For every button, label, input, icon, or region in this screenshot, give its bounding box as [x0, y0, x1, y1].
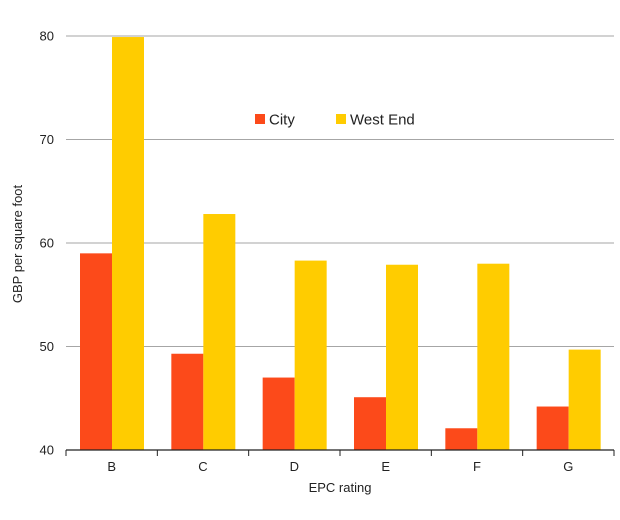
x-tick-label-f: F: [473, 459, 481, 474]
gridlines: [66, 35, 614, 347]
bar-city-g: [536, 406, 569, 450]
legend-label-west-end: West End: [350, 112, 415, 129]
x-tick-label-g: G: [563, 459, 573, 474]
axes: 40 50 60 70 80 B C D E F G: [40, 29, 615, 474]
bar-city-f: [445, 428, 478, 450]
y-tick-label-80: 80: [40, 29, 54, 44]
y-tick-label-70: 70: [40, 132, 54, 147]
x-tick-label-b: B: [107, 459, 116, 474]
x-tick-label-c: C: [198, 459, 207, 474]
bar-west-end-b: [112, 37, 144, 450]
x-tick-label-e: E: [381, 459, 390, 474]
bar-west-end-e: [386, 264, 418, 450]
x-tick-label-d: D: [290, 459, 299, 474]
legend-swatch-west-end: [336, 114, 346, 124]
legend-label-city: City: [269, 112, 295, 129]
y-axis-title: GBP per square foot: [10, 184, 25, 303]
y-tick-label-40: 40: [40, 443, 54, 458]
y-tick-label-50: 50: [40, 339, 54, 354]
y-tick-label-60: 60: [40, 236, 54, 251]
bar-west-end-f: [477, 263, 510, 450]
legend-swatch-city: [255, 114, 265, 124]
x-axis-title: EPC rating: [309, 480, 372, 495]
bar-west-end-c: [203, 214, 236, 450]
bar-west-end-d: [294, 260, 327, 450]
legend: City West End: [255, 112, 415, 129]
bar-city-d: [262, 377, 295, 450]
bar-city-e: [354, 397, 386, 450]
bar-city-b: [80, 253, 112, 450]
bar-west-end-g: [568, 349, 601, 450]
bars: [80, 37, 601, 450]
bar-city-c: [171, 353, 204, 450]
